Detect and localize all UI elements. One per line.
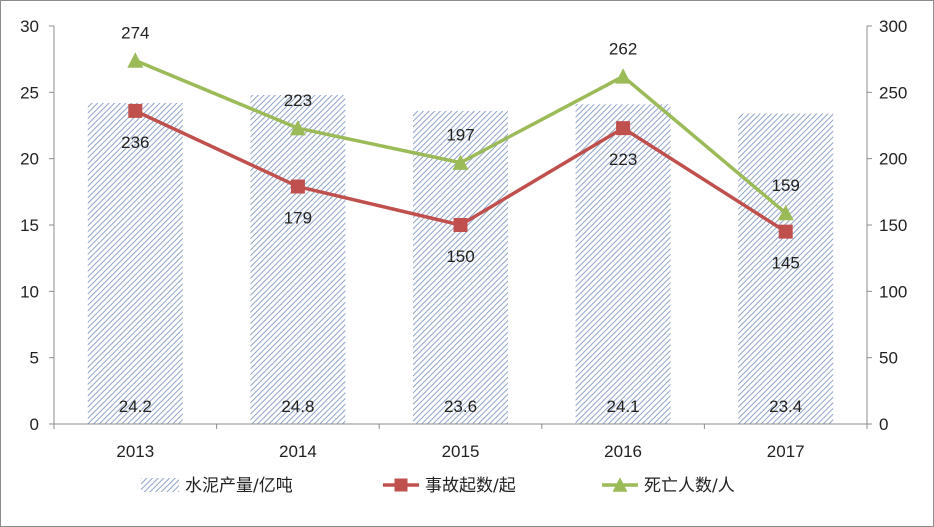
bar-label-2017: 23.4 — [769, 397, 802, 416]
bar-label-2015: 23.6 — [444, 397, 477, 416]
x-tick-label-2015: 2015 — [442, 442, 480, 461]
left-tick-label-20: 20 — [20, 150, 39, 169]
deaths-label-2015: 197 — [446, 126, 474, 145]
bars-layer — [87, 94, 834, 425]
x-tick-label-2017: 2017 — [767, 442, 805, 461]
accidents-label-2017: 145 — [772, 254, 800, 273]
right-tick-label-150: 150 — [879, 216, 907, 235]
x-tick-label-2016: 2016 — [604, 442, 642, 461]
x-tick-label-2014: 2014 — [279, 442, 317, 461]
left-tick-label-0: 0 — [30, 415, 39, 434]
accidents-marker-2015 — [453, 218, 468, 232]
labels-layer: 24.2 24.8 23.6 24.1 23.4 236 179 150 223 145 274 22… — [119, 23, 802, 416]
right-tick-label-250: 250 — [879, 83, 907, 102]
deaths-marker-2015 — [452, 154, 469, 170]
accidents-marker-2014 — [290, 179, 305, 194]
bar-2016 — [575, 104, 671, 425]
accidents-label-2013: 236 — [121, 133, 149, 152]
right-tick-label-200: 200 — [879, 150, 907, 169]
legend-label-cement: 水泥产量/亿吨 — [185, 476, 293, 496]
bar-2017 — [738, 113, 834, 424]
lines-layer — [127, 52, 794, 239]
left-tick-label-25: 25 — [20, 83, 39, 102]
legend-label-accidents: 事故起数/起 — [425, 476, 516, 496]
legend-marker-accidents — [394, 478, 408, 492]
accidents-label-2015: 150 — [446, 247, 474, 266]
bar-2013 — [87, 102, 183, 425]
accidents-marker-2017 — [778, 224, 793, 239]
accidents-label-2016: 223 — [609, 150, 637, 169]
deaths-label-2017: 159 — [772, 176, 800, 195]
left-tick-label-10: 10 — [20, 282, 39, 301]
bar-label-2013: 24.2 — [119, 397, 152, 416]
left-tick-label-15: 15 — [20, 216, 39, 235]
deaths-marker-2013 — [127, 52, 144, 68]
x-tick-label-2013: 2013 — [116, 442, 154, 461]
legend: 水泥产量/亿吨 事故起数/起 死亡人数/人 — [141, 476, 735, 496]
right-tick-label-300: 300 — [879, 17, 907, 36]
bar-2014 — [250, 94, 346, 424]
right-tick-label-50: 50 — [879, 349, 898, 368]
accidents-marker-2016 — [616, 121, 631, 136]
deaths-marker-2017 — [777, 204, 794, 221]
accidents-marker-2013 — [128, 103, 143, 118]
deaths-label-2014: 223 — [284, 91, 312, 110]
deaths-label-2013: 274 — [121, 23, 149, 42]
legend-label-deaths: 死亡人数/人 — [644, 476, 735, 496]
left-tick-label-30: 30 — [20, 17, 39, 36]
deaths-marker-2014 — [289, 119, 306, 136]
right-tick-label-0: 0 — [879, 415, 888, 434]
bar-label-2016: 24.1 — [607, 397, 640, 416]
right-tick-label-100: 100 — [879, 282, 907, 301]
accidents-label-2014: 179 — [284, 209, 312, 228]
legend-marker-deaths — [612, 477, 628, 492]
deaths-marker-2016 — [615, 68, 632, 84]
left-tick-label-5: 5 — [30, 349, 39, 368]
legend-swatch-cement — [141, 478, 179, 492]
bar-label-2014: 24.8 — [281, 397, 314, 416]
deaths-label-2016: 262 — [609, 39, 637, 58]
